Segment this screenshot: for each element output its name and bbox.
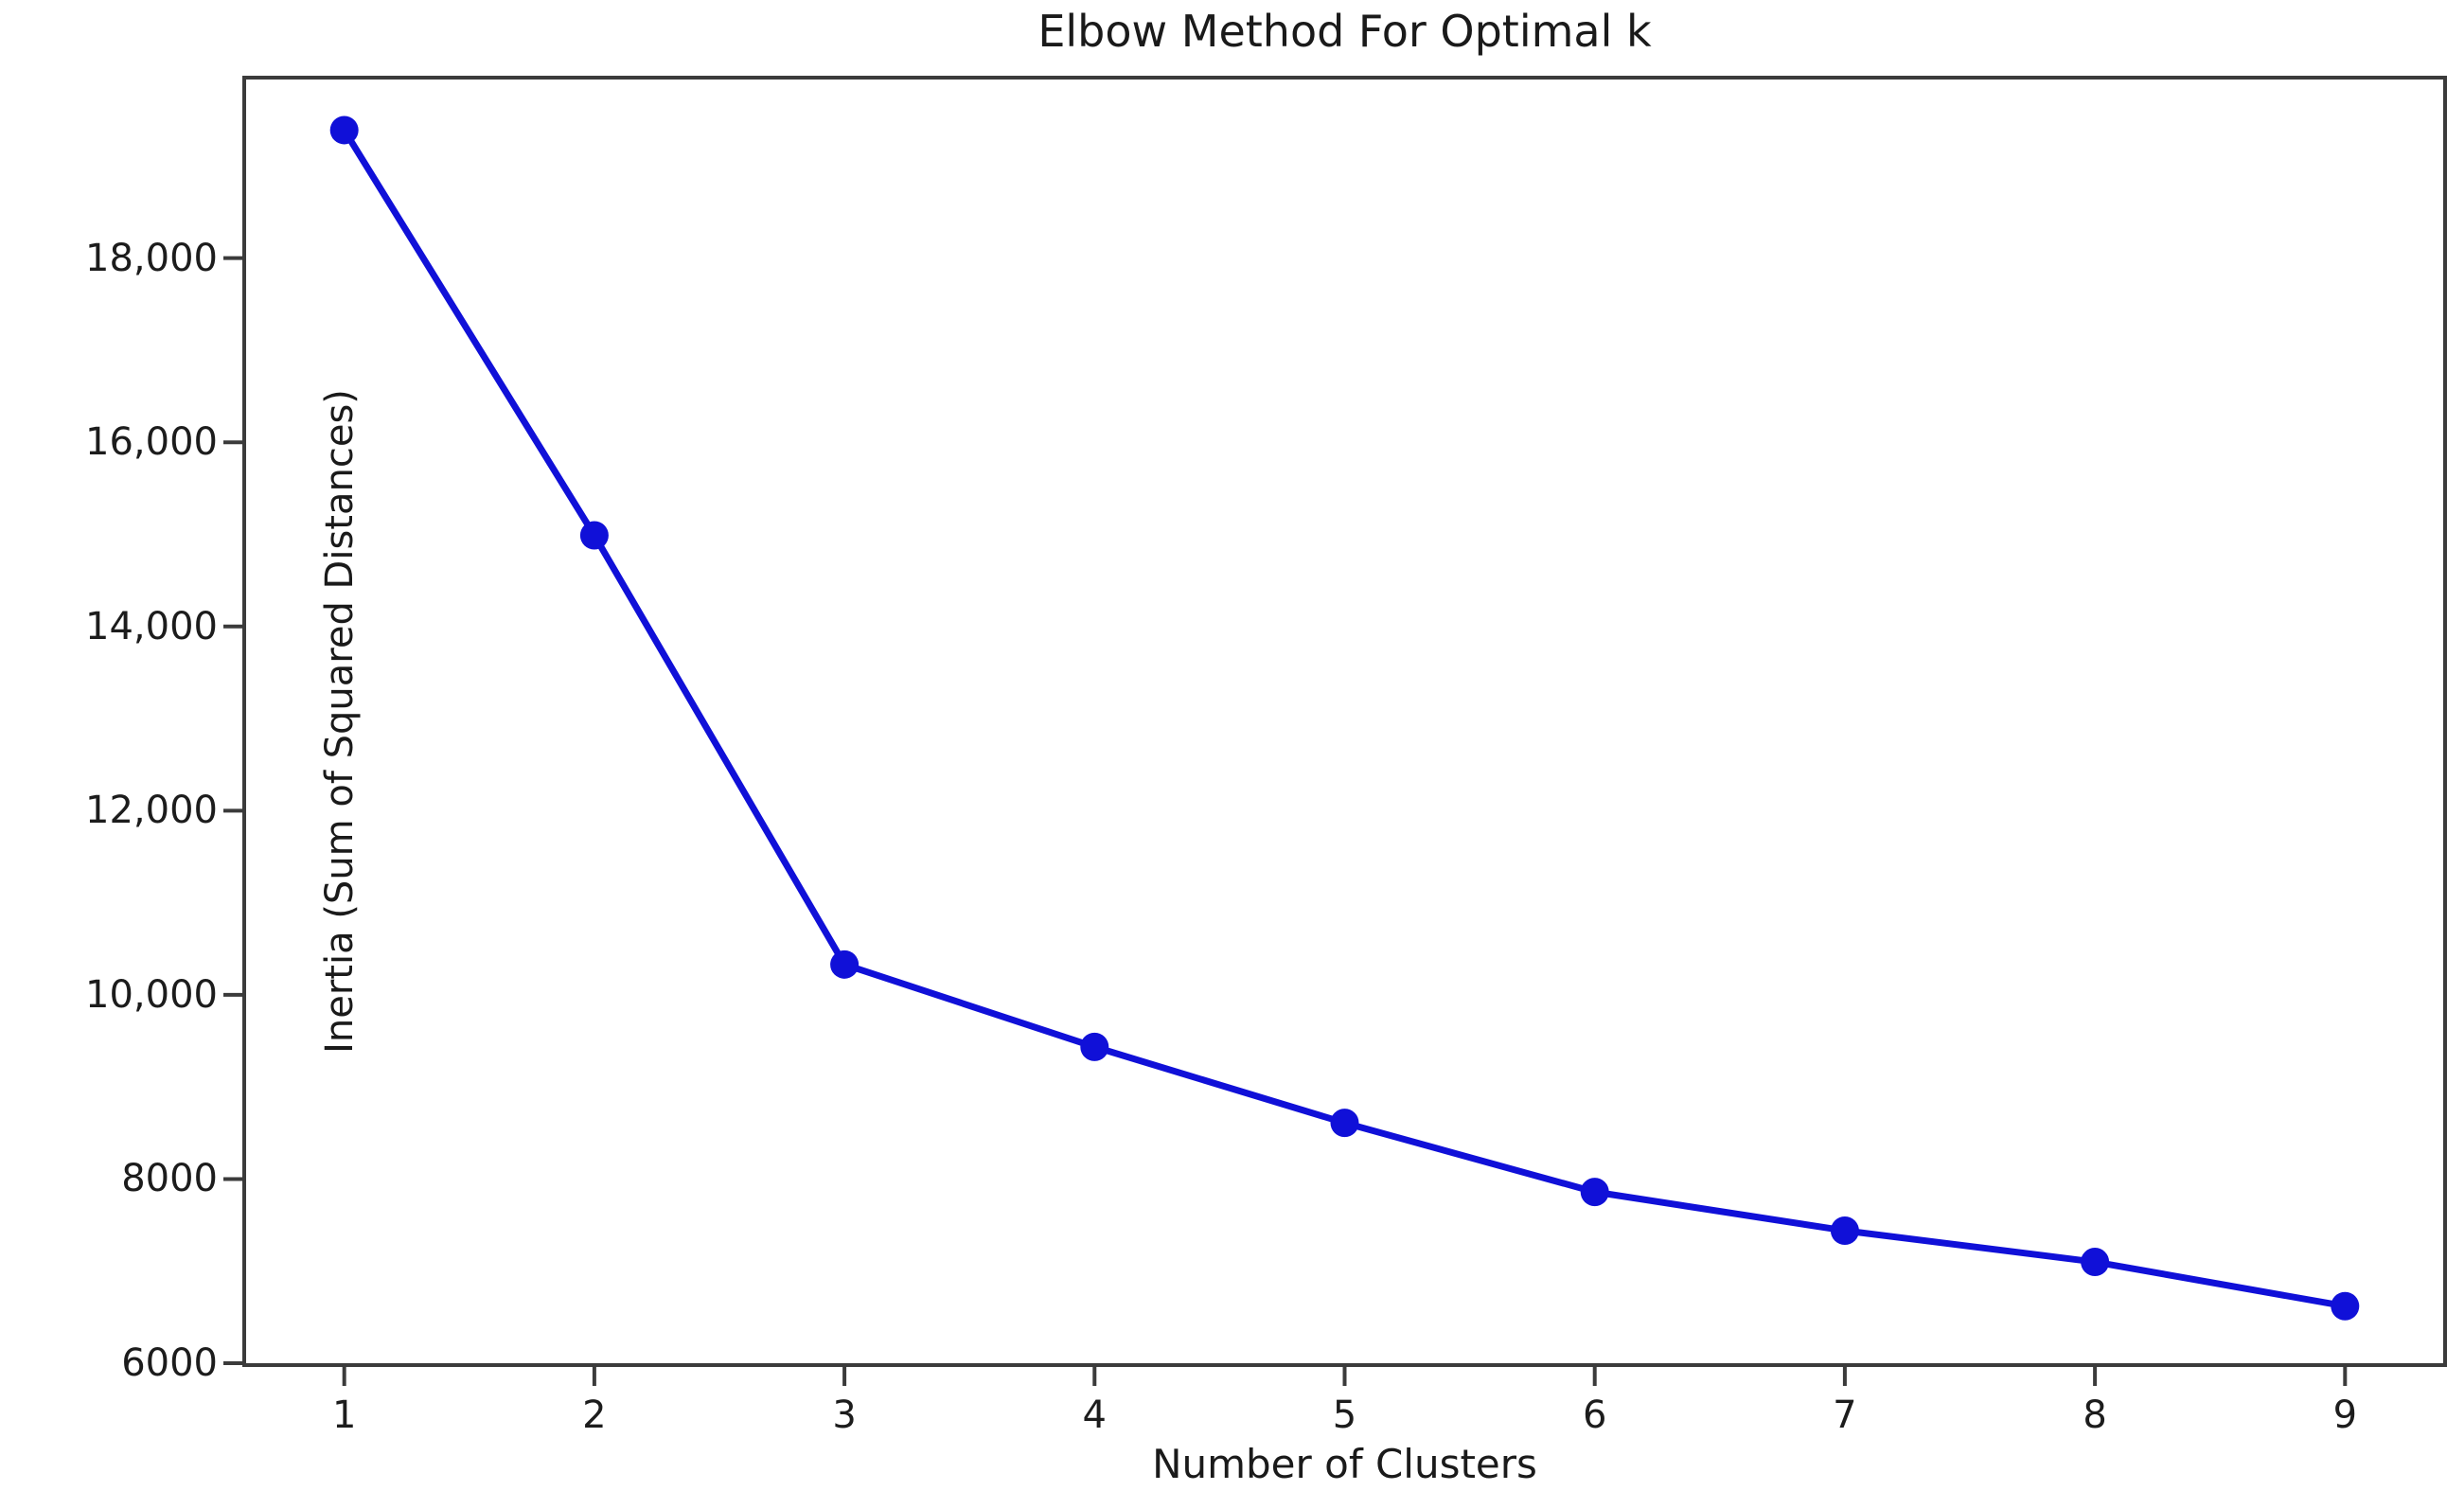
data-point-marker <box>830 950 860 979</box>
x-tick-label: 8 <box>2083 1393 2107 1437</box>
y-tick-label: 18,000 <box>85 236 218 280</box>
x-tick-label: 9 <box>2332 1393 2358 1437</box>
data-point-marker <box>2081 1248 2110 1277</box>
data-point-marker <box>1830 1216 1859 1245</box>
data-point-marker <box>1580 1178 1609 1207</box>
data-point-marker <box>579 521 609 550</box>
data-point-marker <box>329 115 359 145</box>
x-tick-label: 4 <box>1082 1393 1108 1437</box>
y-tick-label: 16,000 <box>85 420 218 465</box>
x-tick-label: 2 <box>582 1393 607 1437</box>
y-tick-label: 14,000 <box>85 604 218 648</box>
x-tick-label: 5 <box>1332 1393 1357 1437</box>
x-tick-label: 7 <box>1833 1393 1857 1437</box>
y-tick-label: 10,000 <box>85 972 218 1017</box>
data-point-marker <box>2331 1291 2360 1321</box>
y-tick-label: 8000 <box>121 1157 218 1201</box>
x-tick-label: 1 <box>331 1393 357 1437</box>
data-point-marker <box>1330 1109 1359 1138</box>
data-point-marker <box>1080 1032 1109 1061</box>
y-tick-label: 6000 <box>121 1341 218 1386</box>
x-tick-label: 3 <box>832 1393 857 1437</box>
chart-title: Elbow Method For Optimal k <box>1037 6 1652 57</box>
y-tick-label: 12,000 <box>85 789 218 833</box>
x-tick-label: 6 <box>1582 1393 1607 1437</box>
axes-spines <box>242 76 2447 1367</box>
x-axis-label: Number of Clusters <box>1152 1441 1537 1487</box>
